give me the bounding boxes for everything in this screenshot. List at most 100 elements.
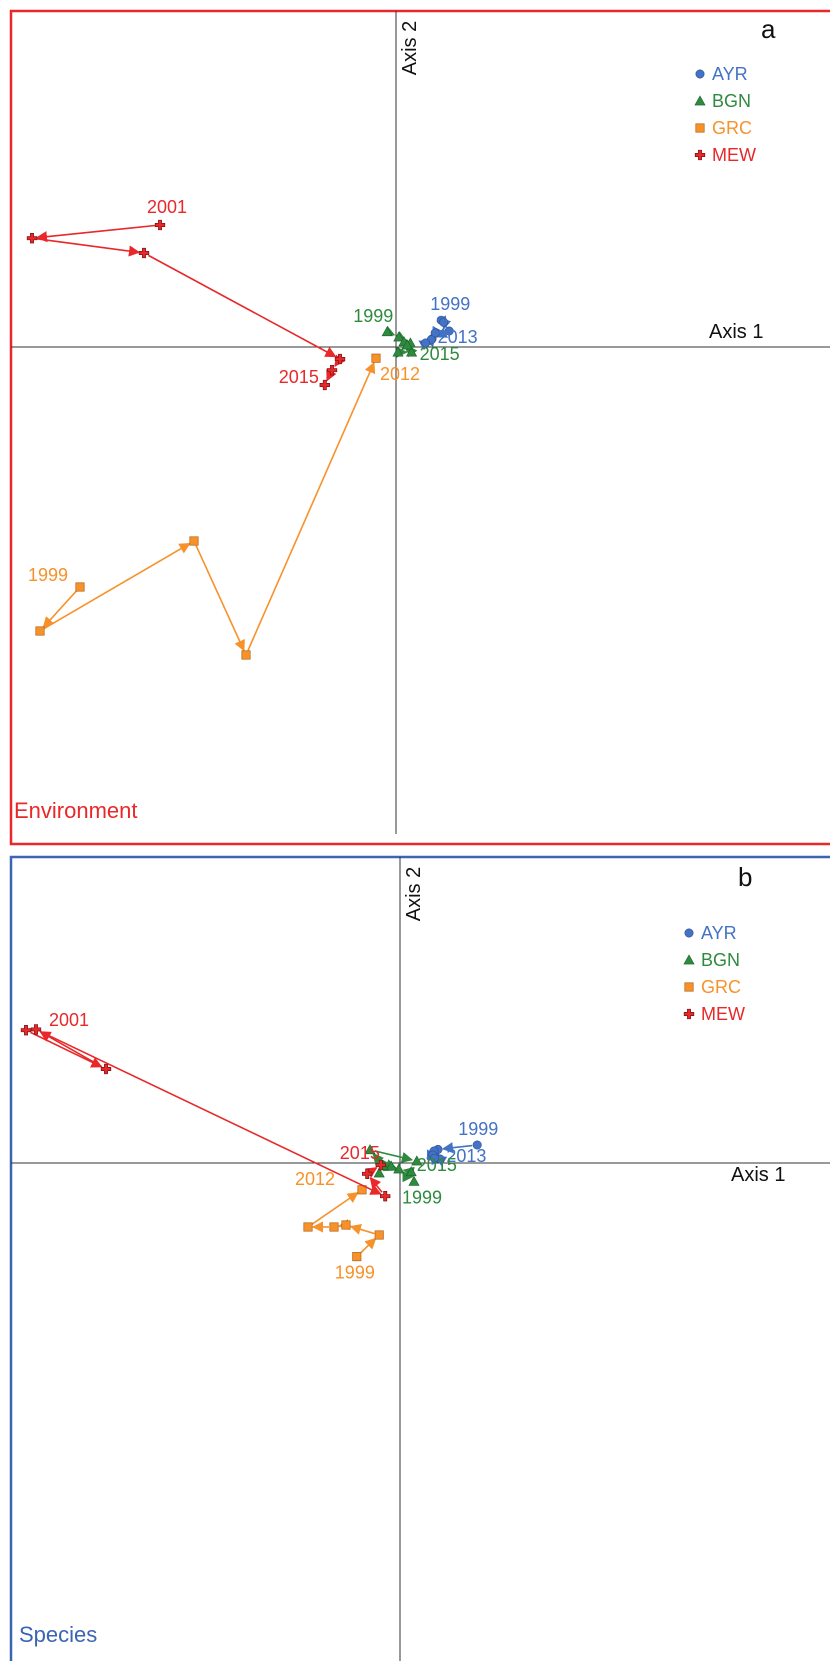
legend-marker-grc <box>695 123 705 133</box>
series-ayr: 1999 2013 <box>425 1119 498 1167</box>
trajectory-arrow <box>365 1167 378 1178</box>
data-point-bgn <box>393 331 405 342</box>
legend: AYR BGN GRC MEW <box>683 923 745 1024</box>
data-point-mew <box>100 1063 112 1075</box>
series-grc: 1999 2012 <box>28 353 420 660</box>
y-axis-label: Axis 2 <box>403 867 425 921</box>
year-label: 1999 <box>402 1187 442 1207</box>
series-grc: 1999 2012 <box>295 1169 384 1283</box>
data-point-mew <box>20 1025 32 1036</box>
year-label: 1999 <box>353 306 393 326</box>
trajectory-arrow <box>402 1166 415 1178</box>
data-point-bgn <box>364 1144 376 1155</box>
year-label: 2013 <box>438 327 478 347</box>
data-point-mew <box>362 1168 373 1179</box>
data-point-mew <box>380 1191 391 1202</box>
trajectory-arrow <box>42 590 78 629</box>
data-point-bgn <box>393 1163 405 1174</box>
legend-marker-grc <box>684 982 694 992</box>
trajectory-arrow <box>349 1223 375 1235</box>
year-label: 2001 <box>147 197 187 217</box>
data-point-mew <box>26 233 38 244</box>
year-label: 2013 <box>446 1146 486 1166</box>
data-point-ayr <box>439 317 449 327</box>
panel-title: Environment <box>14 798 138 823</box>
trajectory-arrow <box>374 1150 414 1163</box>
y-axis-label: Axis 2 <box>399 21 421 75</box>
series-ayr: 1999 2013 <box>418 294 478 351</box>
panel-b: Axis 1 Axis 2 b Species AYR BGN GRC MEW 1999 2013… <box>9 855 830 1661</box>
data-point-ayr <box>430 328 440 338</box>
trajectory-arrow <box>36 238 141 257</box>
year-label: 2001 <box>49 1010 89 1030</box>
legend-marker-mew <box>683 1008 695 1020</box>
data-point-grc <box>329 1222 339 1232</box>
year-label: 2012 <box>380 364 420 384</box>
trajectory-arrow <box>195 545 245 652</box>
legend-label-mew: MEW <box>701 1004 745 1024</box>
trajectory-arrow <box>35 224 156 243</box>
panel-a: Axis 1 Axis 2 a Environment AYR BGN GRC MEW 1999… <box>9 9 830 846</box>
data-point-grc <box>371 353 381 363</box>
data-point-bgn <box>408 1175 420 1186</box>
year-label: 2012 <box>295 1169 335 1189</box>
panel-frame <box>9 855 830 1661</box>
trajectory-arrow <box>382 325 396 336</box>
series-mew: 2001 2015 <box>20 1010 391 1202</box>
data-point-ayr <box>429 1153 439 1163</box>
data-point-mew <box>326 365 338 376</box>
year-label: 2015 <box>340 1143 380 1163</box>
data-point-ayr <box>444 326 454 336</box>
legend-marker-bgn <box>694 95 706 106</box>
data-point-mew <box>334 353 346 365</box>
data-point-mew <box>154 219 166 231</box>
year-label: 1999 <box>28 565 68 585</box>
trajectory-arrow <box>40 1030 382 1195</box>
data-point-bgn <box>392 346 404 357</box>
data-point-ayr <box>472 1140 482 1150</box>
legend-label-grc: GRC <box>701 977 741 997</box>
data-point-bgn <box>405 1166 417 1177</box>
year-label: 1999 <box>335 1263 375 1283</box>
data-point-grc <box>35 626 45 636</box>
data-point-grc <box>352 1252 362 1262</box>
legend-marker-ayr <box>695 69 705 79</box>
data-point-mew <box>375 1159 386 1171</box>
data-point-mew <box>138 247 150 259</box>
data-point-bgn <box>381 326 393 337</box>
data-point-grc <box>75 582 85 592</box>
legend-label-ayr: AYR <box>701 923 737 943</box>
data-point-grc <box>241 650 251 660</box>
trajectory-arrow <box>39 1031 103 1068</box>
legend-marker-bgn <box>683 954 695 965</box>
panel-frame <box>9 9 830 846</box>
trajectory-arrow <box>148 254 337 358</box>
data-point-bgn <box>401 339 413 350</box>
trajectory-arrow <box>30 1031 103 1068</box>
trajectory-arrow <box>43 542 191 630</box>
trajectory-arrow <box>369 1176 383 1193</box>
trajectory-arrow <box>326 368 337 382</box>
data-point-bgn <box>385 1160 397 1171</box>
legend-label-bgn: BGN <box>701 950 740 970</box>
data-point-bgn <box>411 1155 423 1166</box>
data-point-grc <box>341 1220 351 1230</box>
x-axis-label: Axis 1 <box>709 321 763 343</box>
year-label: 1999 <box>458 1119 498 1139</box>
panel-letter: b <box>738 862 752 892</box>
legend-marker-mew <box>694 149 706 161</box>
year-label: 2015 <box>417 1155 457 1175</box>
data-point-mew <box>30 1024 42 1035</box>
data-point-bgn <box>406 346 418 357</box>
data-point-grc <box>374 1230 384 1240</box>
x-axis-label: Axis 1 <box>731 1164 785 1186</box>
trajectory-arrow <box>441 1142 473 1154</box>
data-point-ayr <box>421 338 431 348</box>
legend: AYR BGN GRC MEW <box>694 64 756 165</box>
legend-label-mew: MEW <box>712 145 756 165</box>
series-mew: 2001 2015 <box>26 197 346 391</box>
series-bgn: 1999 2015 <box>353 306 459 364</box>
year-label: 2015 <box>420 344 460 364</box>
data-point-mew <box>319 379 330 391</box>
